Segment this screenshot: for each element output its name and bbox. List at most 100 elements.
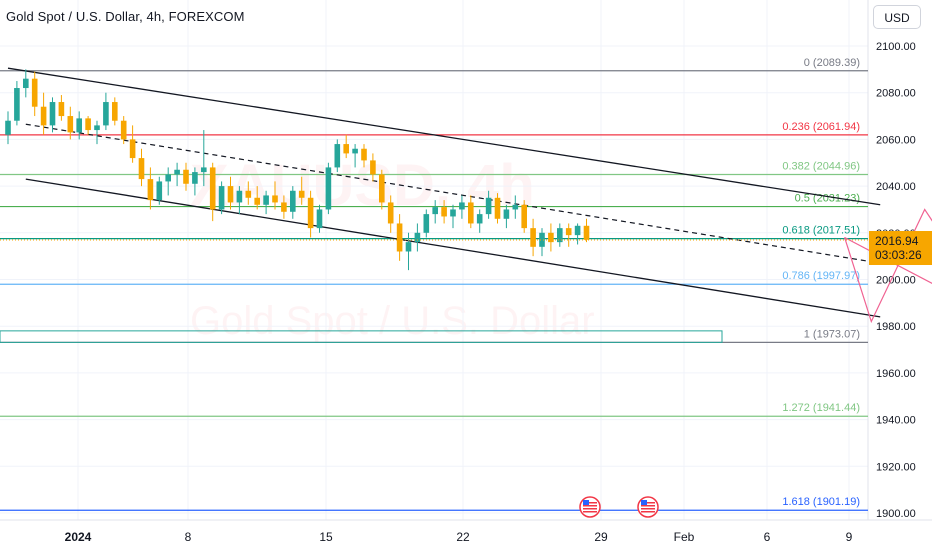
current-price-tag: 2016.94 03:03:26 <box>869 231 932 265</box>
candle <box>147 167 154 210</box>
fibonacci-levels: 0 (2089.39) 0.236 (2061.94) 0.382 (2044.96… <box>0 57 868 511</box>
watermark-symbol: XAUUSD, 4h <box>190 153 535 218</box>
x-tick-label: 9 <box>846 530 853 544</box>
candle-body <box>85 118 91 131</box>
candle <box>574 223 581 245</box>
candle <box>209 162 216 222</box>
projection-path-1 <box>844 208 932 324</box>
candle-body <box>583 225 590 240</box>
candle-body <box>423 214 430 233</box>
candle <box>414 223 421 252</box>
candle-body <box>432 207 438 215</box>
price-gridlines <box>0 0 868 520</box>
candle-body <box>485 197 492 215</box>
candle-body <box>512 204 519 210</box>
candle-body <box>414 232 421 243</box>
y-tick-label: 1940.00 <box>876 415 916 427</box>
projection-paths <box>844 208 932 324</box>
candle-body <box>298 190 305 198</box>
candle-body <box>361 148 367 161</box>
candle-body <box>539 232 545 247</box>
candle <box>263 190 269 215</box>
candle-body <box>49 102 56 126</box>
x-tick-label: 8 <box>185 530 192 544</box>
candle-body <box>14 88 20 121</box>
candle <box>379 169 385 210</box>
x-tick-label: 6 <box>764 530 771 544</box>
x-tick-label: 29 <box>594 530 608 544</box>
fib-zone-box <box>0 330 723 343</box>
candle <box>370 153 376 182</box>
x-tick-label: 2024 <box>65 530 92 544</box>
candle-body <box>334 144 341 168</box>
candle-body <box>201 167 207 173</box>
candle-body <box>129 139 136 159</box>
candle-body <box>174 169 180 175</box>
candle-body <box>521 204 527 229</box>
candle-body <box>192 172 198 184</box>
candle <box>31 71 38 117</box>
candle <box>405 232 412 271</box>
y-tick-label: 1920.00 <box>876 461 916 473</box>
candle <box>316 204 323 233</box>
candle-body <box>254 197 260 205</box>
candle-body <box>103 102 109 126</box>
candle <box>129 125 136 163</box>
candle <box>485 190 492 219</box>
candle-body <box>58 102 65 117</box>
candle-body <box>548 232 554 243</box>
candle <box>85 116 91 135</box>
candle <box>530 218 536 257</box>
candle-body <box>290 190 296 212</box>
candle-body <box>468 202 474 224</box>
candle-body <box>165 174 171 182</box>
candle <box>49 97 56 133</box>
candle <box>218 181 225 215</box>
candle-body <box>281 202 287 212</box>
candle <box>441 200 447 224</box>
candle <box>58 95 65 121</box>
candle <box>165 167 171 196</box>
candle-body <box>405 242 412 252</box>
candle-body <box>263 195 269 205</box>
currency-button[interactable]: USD <box>873 5 921 29</box>
y-tick-label: 2000.00 <box>876 275 916 287</box>
candle <box>236 186 243 215</box>
candle <box>201 130 207 187</box>
us-flag-event-icon[interactable] <box>637 496 659 518</box>
candle <box>334 139 341 173</box>
channel-midline <box>25 123 881 264</box>
candle <box>138 148 145 187</box>
y-tick-label: 2080.00 <box>876 88 916 100</box>
candle-body <box>245 190 252 198</box>
fib-label-0.382: 0.382 (2044.96) <box>782 161 860 173</box>
x-tick-label: 15 <box>319 530 333 544</box>
candle-body <box>120 120 127 140</box>
candle <box>387 195 394 233</box>
us-flag-event-icon[interactable] <box>579 496 601 518</box>
candle <box>5 111 11 145</box>
candle <box>432 200 438 224</box>
candle <box>423 209 430 238</box>
fib-label-0: 0 (2089.39) <box>804 57 860 69</box>
candle-body <box>40 106 47 126</box>
bar-countdown: 03:03:26 <box>875 248 922 262</box>
candle <box>272 181 278 210</box>
candle <box>352 144 358 168</box>
candle-body <box>370 160 376 175</box>
candle-body <box>343 144 349 154</box>
candle-body <box>67 116 74 133</box>
time-axis: 2024 8 15 22 29 Feb 6 9 <box>0 519 932 544</box>
candle-body <box>156 181 163 201</box>
candle-body <box>459 202 465 210</box>
candle <box>503 204 510 229</box>
candle <box>468 195 474 229</box>
candle-body <box>565 228 572 236</box>
candle-body <box>450 209 456 217</box>
candle-body <box>138 158 145 180</box>
candle <box>183 162 189 191</box>
projection-path-2 <box>844 236 932 285</box>
descending-channel <box>7 67 881 318</box>
candle-body <box>352 148 358 154</box>
